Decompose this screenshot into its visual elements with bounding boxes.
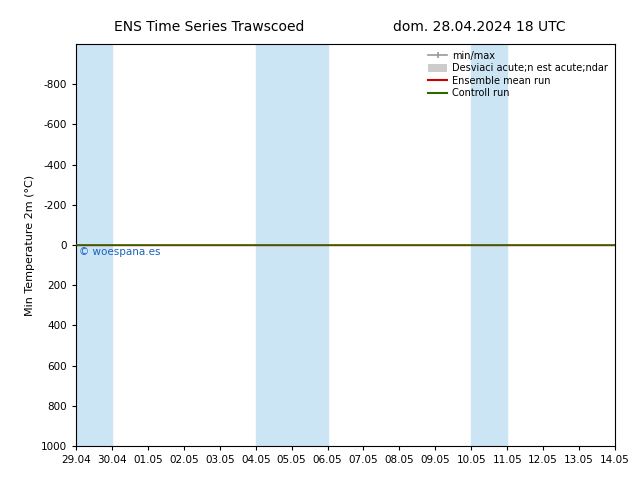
Y-axis label: Min Temperature 2m (°C): Min Temperature 2m (°C) [25, 174, 36, 316]
Text: ENS Time Series Trawscoed: ENS Time Series Trawscoed [114, 20, 304, 34]
Bar [471, 44, 507, 446]
Text: © woespana.es: © woespana.es [79, 247, 160, 257]
Bar [256, 44, 328, 446]
Legend: min/max, Desviaci acute;n est acute;ndar, Ensemble mean run, Controll run: min/max, Desviaci acute;n est acute;ndar… [426, 49, 610, 100]
Text: dom. 28.04.2024 18 UTC: dom. 28.04.2024 18 UTC [393, 20, 566, 34]
Bar [76, 44, 112, 446]
